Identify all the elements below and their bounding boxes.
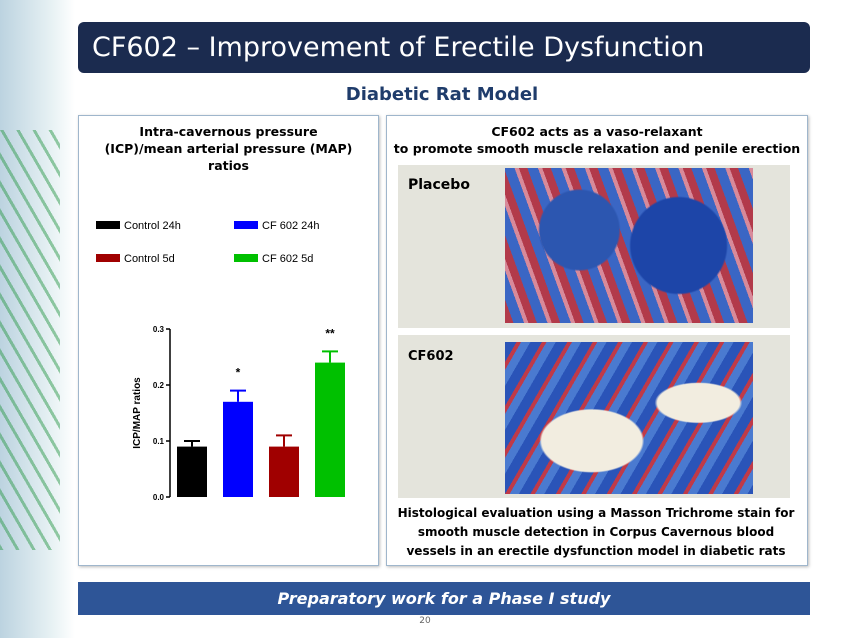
chart: Control 24h CF 602 24h Control 5d CF 602 5d… — [96, 220, 345, 502]
page-number: 20 — [419, 616, 431, 626]
caption: Histological evaluation using a Masson T… — [397, 506, 795, 558]
panel-heading: CF602 acts as a vaso-relaxant — [491, 124, 703, 139]
y-tick-label: 0.0 — [153, 493, 165, 502]
bar — [315, 362, 345, 497]
image-panel: CF602 — [398, 335, 790, 498]
legend-swatch — [234, 254, 258, 262]
legend-label: Control 24h — [124, 220, 181, 232]
title-bar: CF602 – Improvement of Erectile Dysfunct… — [78, 22, 810, 73]
bar — [269, 446, 299, 497]
image-label: Placebo — [408, 177, 470, 193]
legend-label: Control 5d — [124, 253, 175, 265]
decoration — [0, 130, 60, 550]
legend-label: CF 602 24h — [262, 220, 319, 232]
title: CF602 – Improvement of Erectile Dysfunct… — [92, 32, 705, 63]
legend-label: CF 602 5d — [262, 253, 313, 265]
legend-swatch — [96, 221, 120, 229]
image-label: CF602 — [408, 349, 454, 364]
image-panel: Placebo — [398, 165, 790, 328]
y-tick-label: 0.2 — [153, 381, 165, 390]
y-tick-label: 0.1 — [153, 437, 165, 446]
legend-swatch — [234, 221, 258, 229]
y-tick-label: 0.3 — [153, 325, 165, 334]
y-axis-label: ICP/MAP ratios — [132, 377, 143, 449]
panel-heading: to promote smooth muscle relaxation and … — [393, 141, 801, 156]
subtitle: Diabetic Rat Model — [345, 84, 539, 105]
footer-banner: Preparatory work for a Phase I study — [277, 589, 611, 608]
footer-bar: Preparatory work for a Phase I study — [78, 582, 810, 615]
histology-image — [505, 342, 753, 494]
panel-heading: Intra-cavernous pressure (ICP)/mean arte… — [104, 124, 353, 173]
significance: ** — [325, 326, 335, 340]
significance: * — [236, 366, 241, 380]
bar — [177, 446, 207, 497]
histology-image — [505, 168, 753, 323]
legend-swatch — [96, 254, 120, 262]
bar — [223, 401, 253, 497]
